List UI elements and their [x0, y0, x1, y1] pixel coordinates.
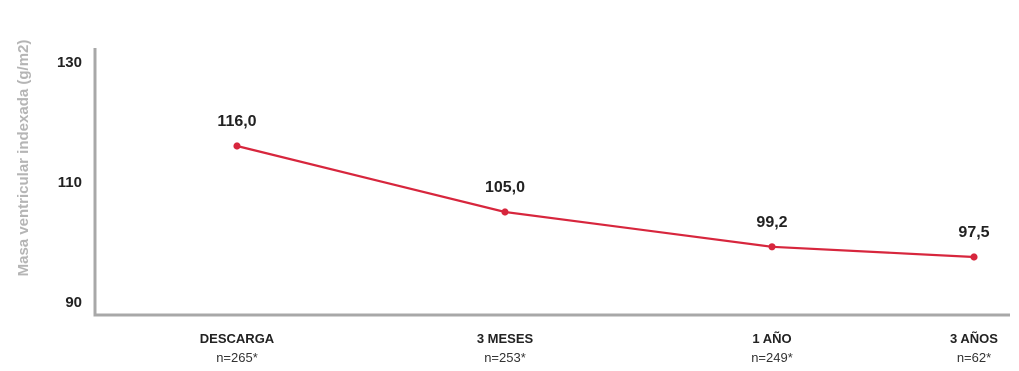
- data-point: [970, 253, 978, 261]
- y-axis-label: Masa ventricular indexada (g/m2): [15, 40, 32, 277]
- x-tick-sample-size: n=249*: [751, 350, 793, 365]
- data-point: [233, 142, 241, 150]
- y-tick-label: 110: [58, 174, 82, 191]
- y-tick-label: 90: [65, 294, 82, 311]
- data-label: 99,2: [756, 214, 787, 231]
- data-label: 116,0: [217, 113, 256, 130]
- data-label: 105,0: [485, 179, 525, 196]
- data-point: [768, 243, 776, 251]
- x-tick-label: 3 MESES: [477, 331, 534, 346]
- data-labels: 116,0 105,0 99,2 97,5: [217, 113, 989, 241]
- x-tick-label: DESCARGA: [200, 331, 275, 346]
- series-line: [236, 144, 975, 259]
- data-point: [501, 208, 509, 216]
- y-axis: 90 110 130: [57, 48, 97, 315]
- y-tick-label: 130: [57, 54, 82, 71]
- x-tick-sample-size: n=62*: [957, 350, 991, 365]
- x-axis: DESCARGA n=265* 3 MESES n=253* 1 AÑO n=249* 3 …: [93, 313, 1010, 365]
- x-tick-sample-size: n=265*: [216, 350, 258, 365]
- x-tick-label: 1 AÑO: [752, 331, 791, 346]
- x-tick-label: 3 AÑOS: [950, 331, 998, 346]
- x-tick-sample-size: n=253*: [484, 350, 526, 365]
- series-group: [233, 142, 978, 261]
- data-label: 97,5: [958, 224, 989, 241]
